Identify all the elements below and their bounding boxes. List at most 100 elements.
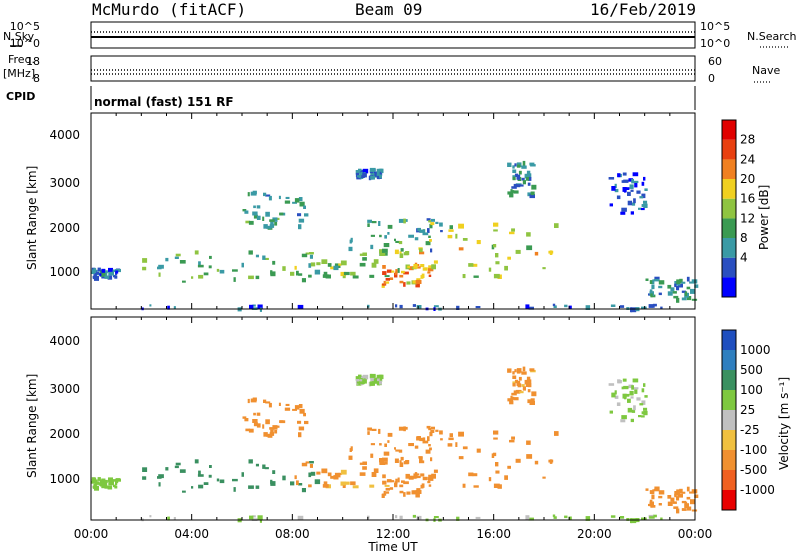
power-echo-cell — [513, 183, 518, 187]
power-echo-cell — [652, 279, 655, 284]
power-echo-cell — [373, 259, 379, 264]
freq-panel-frame — [90, 55, 696, 82]
velocity-echo-cell — [504, 475, 508, 480]
velocity-echo-cell — [512, 375, 517, 379]
velocity-echo-cell — [244, 418, 249, 422]
velocity-echo-cell — [630, 518, 637, 524]
power-echo-cell — [684, 291, 688, 296]
power-echo-cell — [301, 278, 306, 283]
velocity-echo-cell — [673, 506, 679, 509]
power-echo-cell — [350, 237, 353, 243]
velocity-echo-cell — [381, 493, 385, 498]
velocity-echo-cell — [433, 469, 438, 473]
velocity-echo-cell — [219, 479, 225, 484]
power-echo-cell — [554, 223, 559, 228]
velocity-echo-cell — [399, 462, 404, 467]
power-echo-cell — [542, 267, 546, 270]
velocity-echo-cell — [616, 402, 621, 406]
velocity-colorbar-label: Velocity [m s⁻¹] — [777, 377, 791, 470]
velocity-echo-cell — [386, 479, 392, 483]
velocity-echo-cell — [323, 481, 328, 486]
power-echo-cell — [379, 174, 382, 179]
velocity-echo-cell — [142, 467, 148, 472]
power-echo-cell — [298, 218, 305, 223]
velocity-echo-cell — [413, 473, 418, 479]
power-echo-cell — [371, 221, 377, 224]
power-echo-cell — [514, 184, 521, 188]
power-echo-cell — [173, 306, 176, 310]
velocity-echo-cell — [417, 473, 420, 476]
velocity-echo-cell — [406, 491, 411, 495]
power-echo-cell — [298, 273, 303, 276]
power-echo-cell — [100, 272, 106, 277]
velocity-echo-cell — [676, 508, 680, 514]
nave-tick-bottom: 0 — [708, 72, 715, 85]
velocity-echo-cell — [263, 432, 268, 437]
power-echo-cell — [285, 196, 290, 199]
velocity-echo-cell — [395, 478, 398, 484]
velocity-echo-cell — [378, 428, 381, 434]
power-echo-cell — [304, 213, 309, 217]
velocity-echo-cell — [525, 515, 530, 520]
velocity-echo-cell — [644, 395, 648, 398]
velocity-echo-cell — [614, 395, 619, 399]
power-echo-cell — [330, 266, 337, 270]
velocity-echo-cell — [374, 379, 380, 384]
velocity-echo-cell — [422, 476, 428, 481]
power-echo-region — [381, 262, 434, 288]
date-title: 16/Feb/2019 — [590, 0, 696, 19]
velocity-echo-cell — [266, 433, 272, 437]
velocity-echo-cell — [248, 485, 254, 489]
velocity-echo-cell — [509, 439, 515, 443]
power-echo-cell — [495, 253, 499, 258]
power-echo-cell — [284, 200, 291, 204]
velocity-echo-cell — [610, 515, 616, 518]
power-echo-cell — [526, 173, 532, 178]
velocity-echo-cell — [651, 494, 655, 500]
xtick-6: 00:00 — [678, 527, 713, 541]
velocity-echo-cell — [447, 443, 453, 447]
power-echo-cell — [348, 246, 353, 252]
power-echo-cell — [427, 271, 431, 274]
velocity-echo-cell — [630, 518, 633, 524]
colorbar-swatch — [722, 370, 736, 390]
velocity-echo-cell — [660, 517, 663, 520]
velocity-echo-cell — [92, 485, 95, 489]
velocity-echo-cell — [394, 481, 397, 485]
power-echo-cell — [674, 281, 677, 286]
power-echo-cell — [92, 275, 95, 280]
power-echo-cell — [191, 276, 194, 279]
velocity-echo-cell — [641, 400, 646, 405]
velocity-echo-cell — [394, 482, 398, 488]
power-echo-cell — [658, 285, 663, 289]
power-echo-cell — [249, 304, 254, 309]
power-echo-cell — [370, 175, 375, 180]
velocity-echo-cell — [350, 446, 353, 451]
velocity-echo-cell — [427, 436, 430, 442]
velocity-echo-cell — [530, 398, 535, 402]
power-echo-cell — [649, 280, 654, 284]
velocity-echo-cell — [321, 468, 328, 474]
power-echo-cell — [322, 274, 329, 278]
velocity-echo-cell — [399, 460, 402, 463]
velocity-echo-cell — [301, 462, 308, 467]
power-echo-cell — [379, 253, 386, 256]
power-echo-cell — [142, 258, 148, 263]
velocity-echo-cell — [493, 452, 497, 457]
velocity-echo-cell — [198, 484, 204, 489]
noise-search-label: N.Search — [747, 30, 797, 43]
power-echo-cell — [529, 162, 535, 166]
velocity-echo-cell — [99, 482, 102, 486]
power-echo-cell — [108, 267, 113, 273]
velocity-echo-cell — [514, 369, 517, 373]
power-echo-cell — [299, 201, 305, 207]
velocity-echo-cell — [309, 463, 313, 468]
velocity-echo-cell — [399, 484, 404, 488]
power-echo-cell — [301, 253, 308, 258]
velocity-echo-cell — [638, 415, 642, 418]
power-echo-cell — [624, 187, 630, 190]
velocity-echo-cell — [630, 396, 634, 399]
power-echo-cell — [641, 181, 645, 186]
power-echo-cell — [272, 217, 278, 222]
